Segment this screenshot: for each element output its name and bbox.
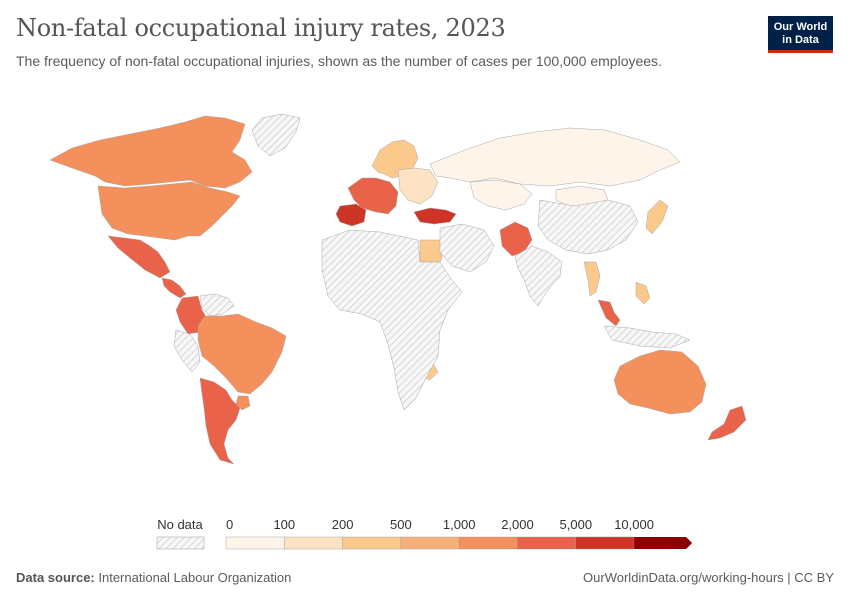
legend-bin-label: 10,000	[614, 517, 654, 532]
region-argentina[interactable]	[199, 377, 241, 465]
legend-bin-swatch	[342, 536, 402, 550]
region-united-states[interactable]	[97, 181, 241, 241]
region-uruguay[interactable]	[235, 395, 251, 411]
legend-bin-label: 5,000	[560, 517, 593, 532]
legend-bin-swatch	[517, 536, 576, 550]
legend-bin-label: 100	[273, 517, 295, 532]
region-peru[interactable]	[173, 329, 201, 373]
region-japan[interactable]	[645, 199, 669, 235]
region-kazakhstan[interactable]	[469, 179, 533, 211]
region-new-zealand[interactable]	[707, 405, 747, 441]
region-brazil[interactable]	[197, 313, 287, 395]
legend-bin-swatch	[459, 536, 518, 550]
region-india[interactable]	[514, 245, 563, 307]
legend-bin-swatch	[225, 536, 285, 550]
region-russia[interactable]	[429, 127, 681, 187]
region-eastern-europe[interactable]	[397, 167, 439, 205]
region-mexico[interactable]	[107, 235, 171, 279]
region-indonesia[interactable]	[603, 325, 691, 349]
source-url[interactable]: OurWorldinData.org/working-hours | CC BY	[583, 570, 834, 585]
region-turkey[interactable]	[413, 207, 457, 225]
region-western-europe[interactable]	[347, 177, 399, 215]
data-source-label: Data source:	[16, 570, 95, 585]
legend-no-data-swatch	[156, 536, 205, 550]
region-philippines[interactable]	[635, 281, 651, 305]
data-source-value: International Labour Organization	[98, 570, 292, 585]
legend-no-data-label: No data	[157, 517, 203, 532]
region-malaysia[interactable]	[597, 299, 621, 327]
region-africa-most[interactable]	[321, 229, 463, 411]
region-scandinavia[interactable]	[371, 139, 419, 179]
region-canada[interactable]	[49, 115, 253, 189]
legend-bin-label: 500	[390, 517, 412, 532]
region-china[interactable]	[537, 199, 639, 255]
legend-bin-label: 0	[226, 517, 233, 532]
data-source: Data source: International Labour Organi…	[16, 570, 291, 585]
region-australia[interactable]	[613, 349, 707, 415]
logo-line-2: in Data	[782, 34, 819, 46]
region-middle-east[interactable]	[439, 223, 495, 273]
region-spain[interactable]	[335, 203, 367, 227]
owid-logo[interactable]: Our World in Data	[768, 16, 833, 53]
logo-line-1: Our World	[773, 21, 828, 33]
legend-bin-swatch	[575, 536, 635, 550]
chart-title: Non-fatal occupational injury rates, 202…	[16, 14, 506, 42]
region-egypt[interactable]	[419, 239, 443, 263]
legend-bin-swatch	[284, 536, 343, 550]
region-thailand[interactable]	[583, 261, 601, 297]
legend-bin-label: 2,000	[501, 517, 534, 532]
legend-bin-label: 200	[332, 517, 354, 532]
region-central-america[interactable]	[161, 277, 187, 299]
chart-subtitle: The frequency of non-fatal occupational …	[16, 53, 662, 69]
map-legend: No data 0 100 200 500 1,000 2,000 5,000 10,000	[156, 517, 693, 550]
region-greenland[interactable]	[251, 113, 301, 157]
legend-bin-arrow	[634, 537, 693, 549]
legend-bin-label: 1,000	[443, 517, 476, 532]
world-map	[49, 113, 747, 465]
region-venezuela[interactable]	[199, 293, 235, 317]
region-pakistan[interactable]	[499, 221, 533, 257]
legend-bin-swatch	[400, 536, 460, 550]
